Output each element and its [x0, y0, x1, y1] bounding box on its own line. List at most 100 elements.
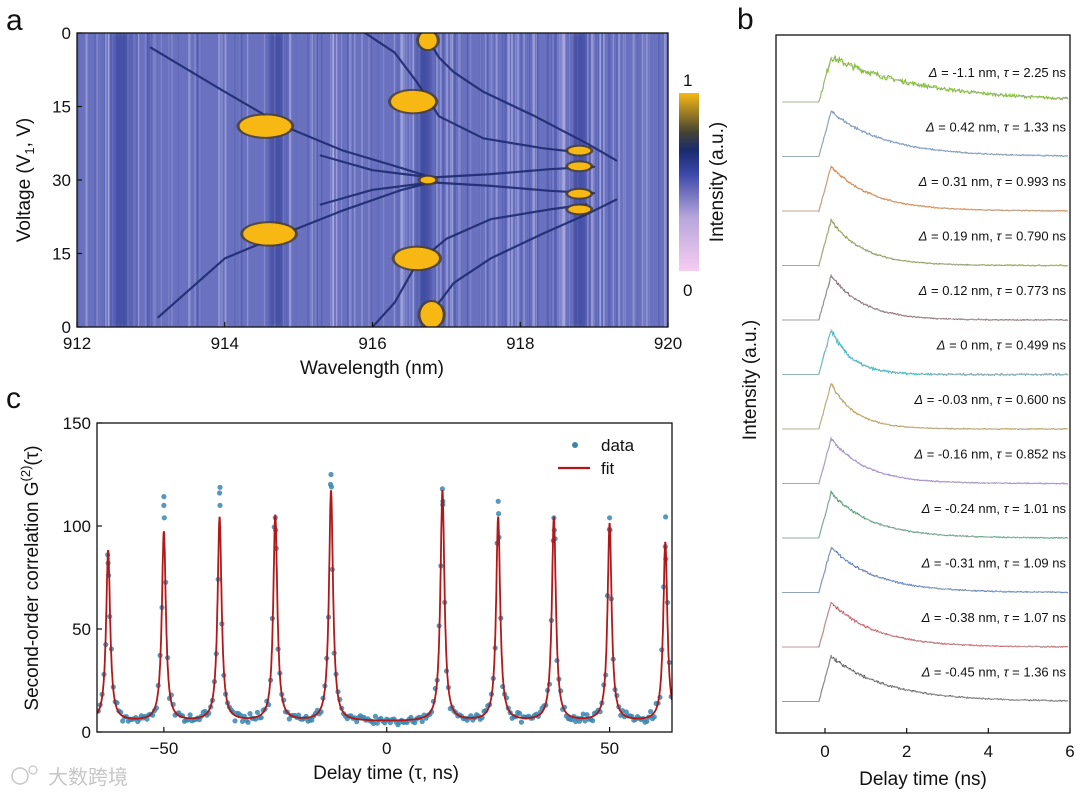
decay-annotation: Δ = 0.42 nm, τ = 1.33 ns: [925, 120, 1067, 135]
correlation-x-label: Delay time (τ, ns): [313, 763, 459, 784]
heatmap-stripe: [532, 33, 535, 327]
correlation-point: [247, 711, 253, 717]
heatmap-stripe: [332, 33, 335, 327]
heatmap-x-label: Wavelength (nm): [300, 358, 444, 379]
heatmap-stripe: [615, 33, 619, 327]
heatmap-stripe: [618, 33, 621, 327]
tau-value: = 1.36 ns: [1009, 665, 1067, 680]
delta-value: = -0.38 nm,: [930, 610, 1003, 625]
heatmap-stripe: [536, 33, 539, 327]
decay-annotation: Δ = -0.45 nm, τ = 1.36 ns: [921, 665, 1067, 680]
heatmap-stripe: [665, 33, 667, 327]
heatmap-stripe: [447, 33, 448, 327]
heatmap-stripe: [467, 33, 469, 327]
correlation-point: [518, 719, 525, 725]
heatmap-stripe: [367, 33, 371, 327]
delta-symbol: Δ: [921, 665, 931, 680]
heatmap-hotspot: [243, 223, 295, 245]
heatmap-hotspot: [568, 162, 591, 171]
heatmap-stripe: [194, 33, 196, 327]
decay-annotation: Δ = 0.31 nm, τ = 0.993 ns: [918, 174, 1067, 189]
tau-symbol: τ: [1004, 120, 1010, 135]
heatmap-stripe: [466, 33, 469, 327]
legend-data-marker: [572, 442, 578, 448]
heatmap-hotspot: [420, 302, 443, 327]
heatmap-stripe: [103, 33, 106, 327]
heatmap-stripe: [408, 33, 411, 327]
heatmap-stripe: [450, 33, 452, 327]
tau-value: = 0.852 ns: [1001, 447, 1066, 462]
heatmap-stripe: [526, 33, 528, 327]
heatmap-stripe: [109, 33, 111, 327]
heatmap-hotspot: [568, 189, 591, 198]
heatmap-x-tick-label: 918: [506, 334, 534, 353]
heatmap-stripe: [504, 33, 507, 327]
delta-value: = 0.12 nm,: [927, 283, 996, 298]
decay-x-tick-label: 4: [984, 742, 993, 761]
heatmap-stripe: [310, 33, 312, 327]
heatmap-hotspot: [419, 33, 437, 50]
heatmap-stripe: [526, 33, 528, 327]
heatmap-stripe: [520, 33, 522, 327]
heatmap-y-tick-label: 15: [52, 98, 71, 117]
heatmap-stripe: [137, 33, 140, 327]
heatmap-stripe: [479, 33, 481, 327]
colorbar-min-label: 0: [683, 281, 692, 300]
heatmap-stripe: [377, 33, 379, 327]
heatmap-stripe: [511, 33, 513, 327]
delta-value: = -0.16 nm,: [923, 447, 996, 462]
delta-value: = -0.31 nm,: [930, 556, 1003, 571]
delta-symbol: Δ: [936, 338, 946, 353]
correlation-point: [120, 718, 126, 724]
delta-symbol: Δ: [921, 501, 931, 516]
heatmap-stripe: [408, 33, 410, 327]
heatmap-stripe: [321, 33, 323, 327]
heatmap-stripe: [316, 33, 318, 327]
heatmap-stripe: [641, 33, 642, 327]
heatmap-stripe: [246, 33, 249, 327]
heatmap-x-tick-label: 920: [654, 334, 682, 353]
heatmap-stripe: [314, 33, 318, 327]
correlation-y-tick-label: 150: [63, 414, 91, 433]
correlation-point: [517, 710, 523, 717]
heatmap-stripe: [264, 33, 266, 327]
heatmap-stripe: [369, 33, 371, 327]
delta-symbol: Δ: [928, 65, 938, 80]
correlation-data-points: [97, 471, 672, 728]
decay-annotation: Δ = 0.12 nm, τ = 0.773 ns: [918, 283, 1067, 298]
heatmap-stripe: [348, 33, 350, 327]
tau-symbol: τ: [996, 338, 1002, 353]
heatmap-stripe: [535, 33, 537, 327]
heatmap-stripe: [587, 33, 589, 327]
heatmap-stripe: [129, 33, 131, 327]
tau-symbol: τ: [996, 229, 1002, 244]
heatmap-stripe: [288, 33, 290, 327]
tau-value: = 1.01 ns: [1009, 501, 1067, 516]
delta-symbol: Δ: [918, 283, 928, 298]
heatmap-hotspot: [568, 146, 591, 155]
heatmap-stripe: [295, 33, 297, 327]
tau-value: = 0.993 ns: [1001, 174, 1066, 189]
heatmap-stripe: [507, 33, 511, 327]
tau-symbol: τ: [1004, 665, 1010, 680]
decay-fit: [782, 165, 1068, 212]
correlation-panel: −50 0 50 0 50 100 150 Delay time (τ, ns) Seco…: [18, 414, 673, 784]
heatmap-stripe: [400, 33, 403, 327]
heatmap-stripe: [321, 33, 323, 327]
heatmap-stripe: [348, 33, 350, 327]
delta-symbol: Δ: [918, 174, 928, 189]
heatmap-stripe: [559, 33, 561, 327]
correlation-peak-point: [495, 498, 501, 504]
heatmap-dark-band: [269, 33, 284, 327]
decay-x-tick-label: 0: [820, 742, 829, 761]
heatmap-mode-line: [423, 33, 618, 162]
heatmap-y-tick-label: 0: [62, 318, 71, 337]
heatmap-stripe: [361, 33, 363, 327]
legend-data-label: data: [601, 436, 635, 455]
decay-y-label: Intensity (a.u.): [740, 320, 761, 440]
heatmap-mode-line: [371, 203, 588, 327]
heatmap-stripe: [485, 33, 488, 327]
heatmap-stripe: [453, 33, 456, 327]
heatmap-stripe: [506, 33, 509, 327]
heatmap-stripe: [504, 33, 508, 327]
